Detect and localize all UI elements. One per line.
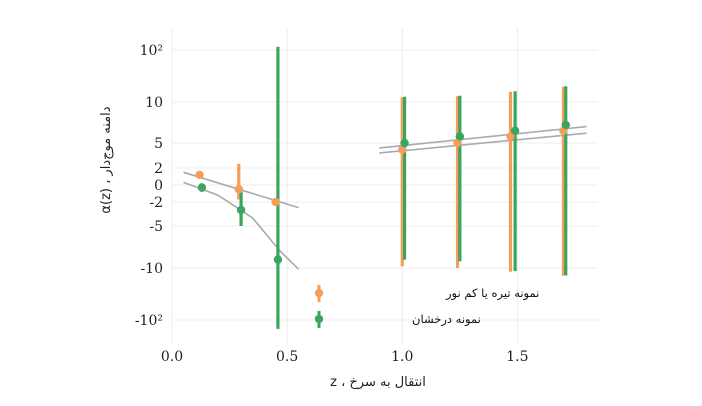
x-axis-label: انتقال به سرخ ، z [330,375,426,390]
point-faint [195,170,204,179]
y-tick-label: 0 [154,178,163,194]
y-tick-label: -10² [135,313,163,329]
y-tick-label: 10² [140,43,163,59]
x-tick-labels: 0.0 0.5 1.0 1.5 [161,349,529,365]
y-tick-label: 5 [154,136,163,152]
x-tick-label: 1.5 [506,349,528,365]
grid [171,28,598,345]
y-axis-label: دامنه موج‌دار ، α(z) [99,106,114,213]
point-bright [455,132,465,141]
point-bright [510,126,520,135]
point-faint [506,132,515,141]
legend-swatch-marker-bright [314,314,324,324]
x-tick-label: 0.5 [276,349,298,365]
fit-line [379,132,587,154]
x-tick-label: 0.0 [161,349,183,365]
legend-label-bright: نمونه درخشان [412,312,481,327]
point-faint [453,138,462,148]
point-bright [400,138,409,148]
point-bright [273,255,283,264]
data-points [195,120,570,264]
y-tick-label: -10 [140,261,163,277]
legend-label-faint: نمونه تیره یا کم نور [445,286,539,301]
point-faint [398,145,407,154]
y-tick-label: -2 [149,195,163,211]
y-tick-labels: 10² 10 5 20-2 -5 -10 -10² [135,43,163,329]
fit-line [183,181,300,270]
point-faint [234,185,243,194]
point-faint [271,197,280,207]
y-tick-label: 10 [145,95,163,111]
point-bright [561,120,570,130]
x-tick-label: 1.0 [391,349,413,365]
point-bright [197,183,207,192]
legend: نمونه تیره یا کم نور نمونه درخشان [314,285,539,328]
point-bright [236,205,246,215]
y-tick-label: 2 [154,161,163,177]
y-tick-label: -5 [149,219,163,235]
legend-swatch-marker-faint [314,288,324,298]
fit-line [379,125,587,149]
